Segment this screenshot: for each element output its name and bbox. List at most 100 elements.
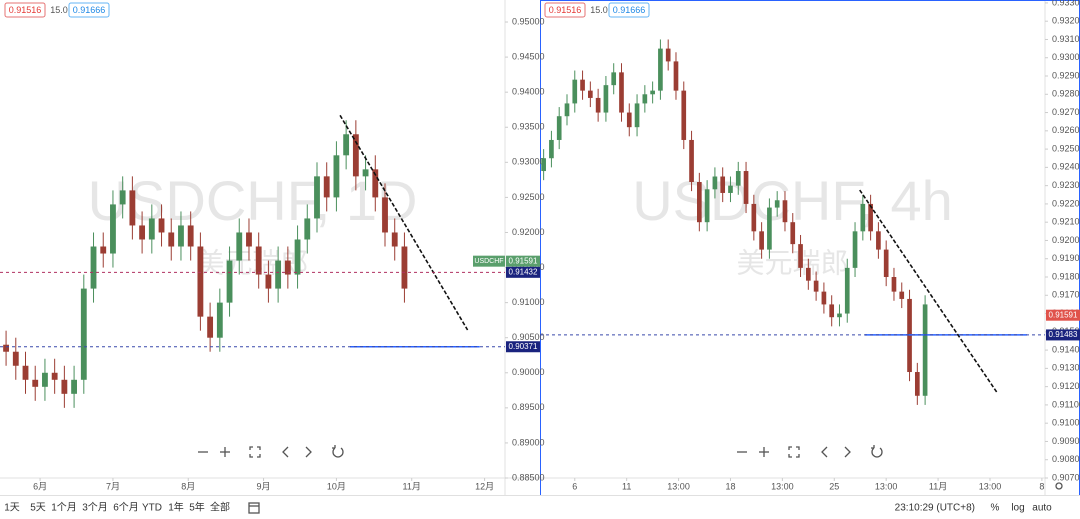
y-tick-label: 0.95000	[512, 16, 545, 26]
x-tick-label: 8	[1039, 481, 1044, 491]
clock: 23:10:29 (UTC+8)	[895, 503, 975, 514]
y-tick-label: 0.93300	[1052, 0, 1080, 7]
ask-price: 0.91666	[73, 5, 106, 15]
y-tick-label: 0.89500	[512, 402, 545, 412]
y-tick-label: 0.94500	[512, 51, 545, 61]
range-button[interactable]: 3个月	[82, 502, 108, 514]
candle-body	[595, 97, 601, 113]
x-tick-label: 13:00	[979, 481, 1002, 491]
candle-body	[619, 72, 624, 113]
bottom-toolbar: 1天 5天 1个月 3个月 6个月 YTD 1年 5年 全部 23:10:29 (UTC+8)% l…	[4, 501, 1052, 514]
zoom-in[interactable]	[759, 447, 769, 457]
scroll-left[interactable]	[821, 446, 828, 458]
candle-body	[844, 267, 850, 314]
candle-body	[187, 225, 194, 247]
candle-body	[564, 103, 570, 117]
y-tick-label: 0.93500	[512, 122, 545, 132]
range-button[interactable]: 6个月	[113, 502, 139, 514]
candle-body	[100, 246, 107, 254]
scroll-left[interactable]	[282, 446, 289, 458]
price-badge	[506, 341, 540, 353]
spread: 15.0	[50, 5, 68, 15]
range-button[interactable]: 5年	[189, 501, 205, 514]
price-badge-label: 0.91591	[509, 256, 538, 265]
x-tick-label: 8月	[181, 481, 195, 491]
range-button[interactable]: 全部	[210, 501, 230, 514]
watermark-title: USDCHF, 1D	[88, 169, 418, 232]
candle-body	[767, 207, 772, 250]
reset[interactable]	[871, 445, 883, 458]
fullscreen[interactable]	[788, 446, 800, 458]
candle-body	[216, 302, 223, 338]
x-tick-label: 10月	[327, 481, 346, 491]
range-button[interactable]: 1天	[4, 503, 20, 514]
range-button[interactable]: 1年	[168, 501, 184, 514]
price-badge	[1046, 309, 1080, 321]
candle-body	[681, 90, 687, 140]
y-tick-label: 0.93000	[512, 157, 545, 167]
scroll-right[interactable]	[844, 446, 851, 458]
x-tick-label: 13:00	[771, 481, 794, 491]
range-button[interactable]: 5天	[30, 503, 46, 514]
candle-body	[642, 94, 648, 104]
candle-body	[743, 171, 749, 204]
price-badge-label: 0.91483	[1049, 330, 1078, 339]
x-tick-label: 13:00	[875, 481, 898, 491]
candle-body	[265, 274, 272, 289]
candle-body	[323, 176, 330, 198]
price-badge-label: 0.91432	[509, 267, 538, 276]
zoom-controls	[198, 445, 883, 458]
candle-body	[922, 304, 928, 396]
candle-body	[891, 277, 897, 292]
candle-body	[197, 246, 204, 317]
candle-body	[712, 176, 718, 190]
price-badge	[1046, 329, 1080, 341]
zoom-in[interactable]	[220, 447, 230, 457]
candle-body	[883, 249, 889, 278]
candle-body	[603, 85, 609, 113]
candle-body	[207, 316, 214, 338]
scroll-right[interactable]	[305, 446, 312, 458]
candle-body	[798, 244, 803, 268]
candle-body	[876, 231, 881, 250]
symbol-tag-label: USDCHF	[474, 258, 503, 265]
candle-body	[720, 176, 726, 193]
bid-box	[4, 2, 46, 18]
candle-body	[401, 246, 408, 289]
candle-body	[821, 291, 827, 305]
y-tick-label: 0.92000	[512, 227, 545, 237]
range-button[interactable]: YTD	[142, 503, 162, 514]
candle-body	[178, 225, 184, 247]
trendline	[859, 189, 998, 393]
scale-option[interactable]: %	[991, 503, 1000, 514]
scale-option[interactable]: auto	[1032, 503, 1052, 514]
chart-layers: USDCHF, 1D 美元瑞郎 0.91516 15.0 0.91666 0.88500 0…	[0, 0, 1080, 491]
x-tick-label: 12月	[475, 481, 494, 491]
candle-body	[658, 48, 663, 91]
candle-body	[813, 280, 819, 292]
scale-option[interactable]: log	[1011, 503, 1024, 514]
x-tick-label: 25	[829, 481, 839, 491]
candle-body	[837, 313, 842, 318]
candle-body	[673, 61, 679, 91]
candle-body	[314, 176, 320, 219]
range-button[interactable]: 1个月	[51, 502, 77, 514]
bid-box	[544, 2, 586, 18]
fullscreen[interactable]	[249, 446, 261, 458]
y-tick-label: 0.92500	[1052, 143, 1080, 153]
settings-icon[interactable]	[1055, 482, 1063, 490]
candle-body	[294, 239, 301, 275]
candle-body	[119, 190, 126, 205]
reset[interactable]	[332, 445, 344, 458]
candle-body	[665, 48, 671, 62]
ask-box	[608, 2, 650, 18]
date-range-icon[interactable]	[248, 502, 260, 514]
y-tick-label: 0.92500	[512, 192, 545, 202]
